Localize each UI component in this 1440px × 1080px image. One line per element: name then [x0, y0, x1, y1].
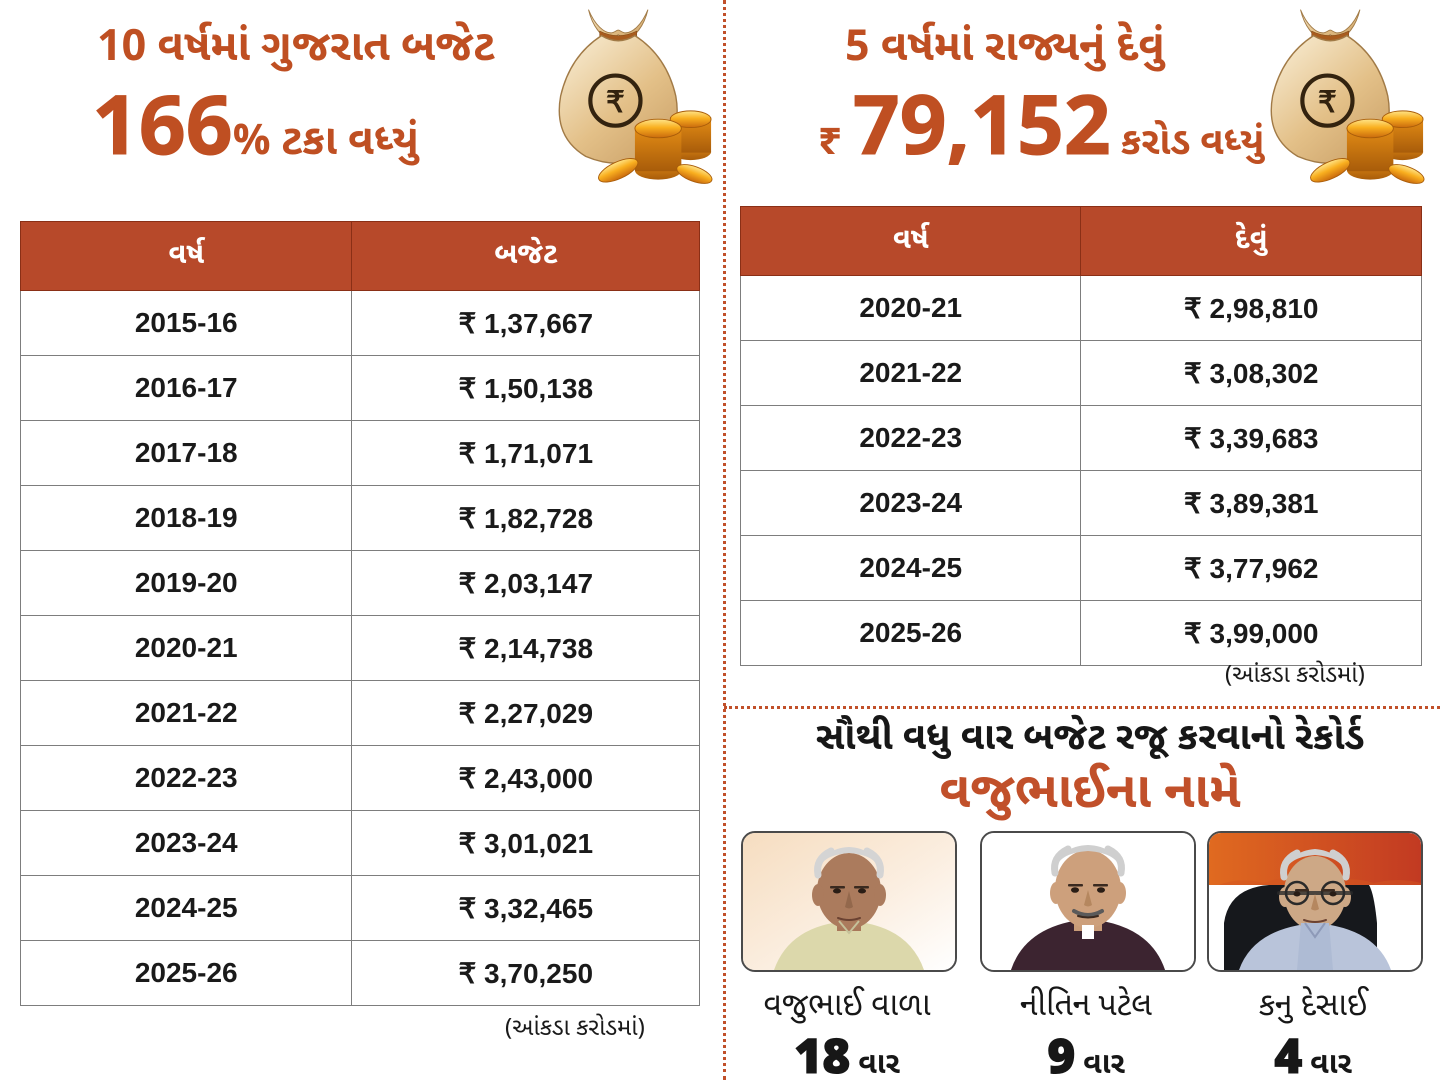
- svg-text:₹: ₹: [606, 86, 625, 119]
- svg-text:₹: ₹: [1318, 86, 1337, 119]
